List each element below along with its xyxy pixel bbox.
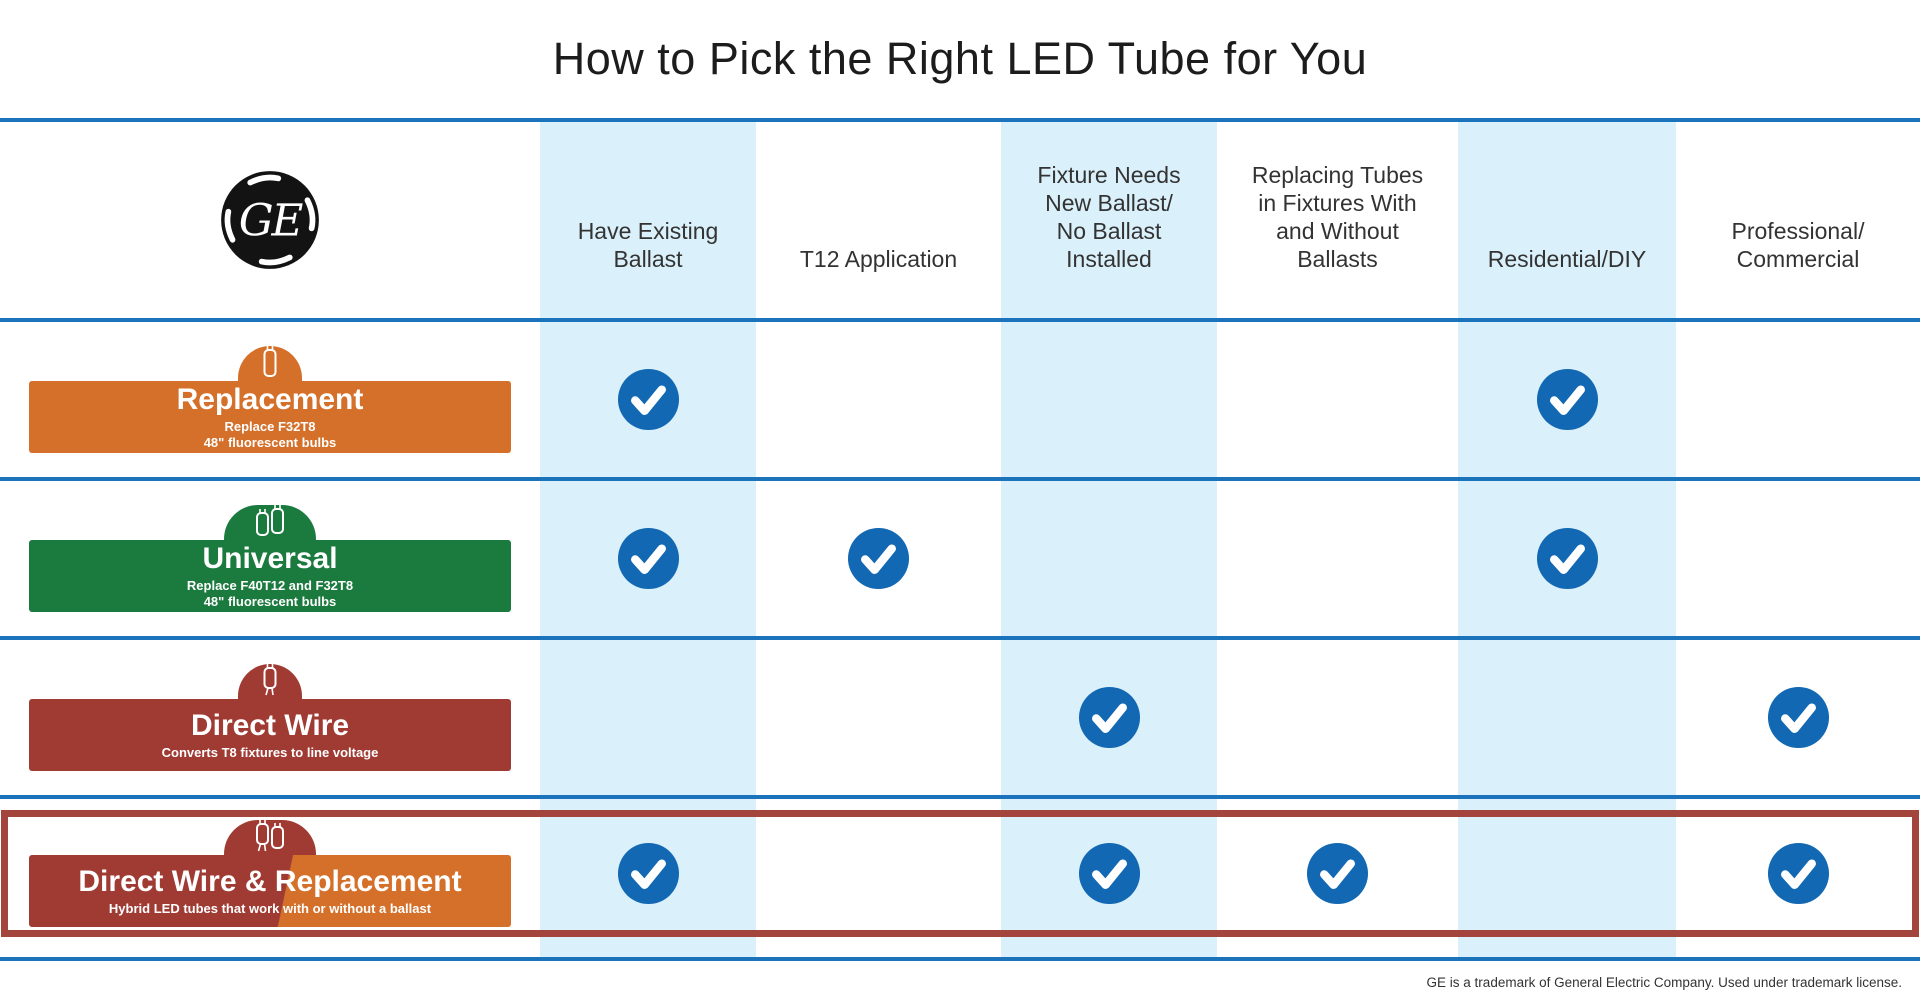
matrix-cell-replacement-t12-application	[756, 322, 1001, 477]
check-icon	[617, 368, 679, 431]
matrix-cell-direct-wire-have-existing-ballast	[540, 640, 756, 795]
divider-header	[0, 318, 1920, 322]
matrix-cell-direct-wire-replacing-tubes-in-fixtures-with-and-without-ballasts	[1217, 640, 1458, 795]
ge-logo-icon: GE	[221, 171, 319, 269]
banner-body-direct-wire: Direct Wire Converts T8 fixtures to line …	[29, 699, 511, 771]
matrix-cell-universal-t12-application	[756, 481, 1001, 636]
product-subtitle: Converts T8 fixtures to line voltage	[161, 744, 379, 760]
page-title: How to Pick the Right LED Tube for You	[552, 33, 1368, 84]
matrix-cell-direct-wire-professional-commercial	[1676, 640, 1920, 795]
banner-body-universal: Universal Replace F40T12 and F32T8 48" fl…	[29, 540, 511, 612]
product-banner-replacement: Replacement Replace F32T8 48" fluorescent…	[29, 346, 511, 453]
table-row-direct-wire-replacement: Direct Wire & Replacement Hybrid LED tube…	[0, 799, 1920, 957]
banner-dome-universal	[224, 505, 316, 540]
check-icon	[1306, 842, 1369, 905]
product-name: Direct Wire	[190, 708, 350, 742]
matrix-cell-direct-wire-fixture-needs-new-ballast-no-ballast-installed	[1001, 640, 1217, 795]
product-subtitle: Replace F40T12 and F32T8 48" fluorescent…	[186, 577, 354, 609]
title-block: How to Pick the Right LED Tube for You	[0, 0, 1920, 118]
divider-row-1	[0, 477, 1920, 481]
banner-body-direct-wire-replacement: Direct Wire & Replacement Hybrid LED tube…	[29, 855, 511, 927]
matrix-cell-direct-wire-replacement-have-existing-ballast	[540, 799, 756, 957]
product-banner-universal: Universal Replace F40T12 and F32T8 48" fl…	[29, 505, 511, 612]
matrix-cell-direct-wire-replacement-professional-commercial	[1676, 799, 1920, 957]
divider-row-4	[0, 957, 1920, 961]
column-header-residential-diy: Residential/DIY	[1458, 122, 1676, 318]
matrix-rows: Replacement Replace F32T8 48" fluorescent…	[0, 322, 1920, 961]
check-icon	[847, 527, 910, 590]
matrix-cell-universal-replacing-tubes-in-fixtures-with-and-without-ballasts	[1217, 481, 1458, 636]
product-name: Universal	[202, 541, 338, 575]
divider-top	[0, 118, 1920, 122]
matrix-cell-universal-residential-diy	[1458, 481, 1676, 636]
tube-double-icon	[256, 505, 284, 536]
banner-dome-direct-wire-replacement	[224, 820, 316, 855]
header-columns: Have Existing Ballast T12 Application Fixt…	[540, 122, 1920, 318]
footer: GE is a trademark of General Electric Co…	[0, 961, 1920, 1004]
check-icon	[1078, 686, 1140, 749]
column-header-professional-commercial: Professional/ Commercial	[1731, 218, 1865, 272]
banner-dome-replacement	[238, 346, 302, 381]
product-name: Direct Wire & Replacement	[78, 864, 462, 898]
trademark-disclaimer: GE is a trademark of General Electric Co…	[1426, 975, 1902, 990]
check-icon	[617, 842, 679, 905]
column-header-t12-application: T12 Application	[799, 246, 958, 272]
matrix-cell-replacement-fixture-needs-new-ballast-no-ballast-installed	[1001, 322, 1217, 477]
product-banner-direct-wire: Direct Wire Converts T8 fixtures to line …	[29, 664, 511, 771]
divider-row-3	[0, 795, 1920, 799]
matrix-cell-replacement-replacing-tubes-in-fixtures-with-and-without-ballasts	[1217, 322, 1458, 477]
matrix-cell-replacement-professional-commercial	[1676, 322, 1920, 477]
row-label-cell-direct-wire: Direct Wire Converts T8 fixtures to line …	[0, 640, 540, 795]
product-banner-direct-wire-replacement: Direct Wire & Replacement Hybrid LED tube…	[29, 820, 511, 927]
row-label-cell-direct-wire-replacement: Direct Wire & Replacement Hybrid LED tube…	[0, 799, 540, 957]
matrix-cell-replacement-have-existing-ballast	[540, 322, 756, 477]
table-row-direct-wire: Direct Wire Converts T8 fixtures to line …	[0, 640, 1920, 795]
banner-body-replacement: Replacement Replace F32T8 48" fluorescent…	[29, 381, 511, 453]
matrix-cell-direct-wire-replacement-t12-application	[756, 799, 1001, 957]
logo-cell: GE	[0, 122, 540, 318]
tube-wire-icon	[263, 664, 277, 696]
row-label-cell-universal: Universal Replace F40T12 and F32T8 48" fl…	[0, 481, 540, 636]
column-header-have-existing-ballast: Have Existing Ballast	[540, 122, 756, 318]
matrix-cell-direct-wire-replacement-fixture-needs-new-ballast-no-ballast-installed	[1001, 799, 1217, 957]
matrix-cell-direct-wire-replacement-replacing-tubes-in-fixtures-with-and-without-ballasts	[1217, 799, 1458, 957]
check-icon	[1078, 842, 1140, 905]
product-name: Replacement	[176, 382, 364, 416]
banner-dome-direct-wire	[238, 664, 302, 699]
column-header-replacing-tubes-in-fixtures-with-and-without-ballasts: Replacing Tubes in Fixtures With and Wit…	[1251, 162, 1424, 272]
table-header: GE Have Existing Ballast T12 Application F…	[0, 122, 1920, 318]
ge-monogram-letters: GE	[239, 196, 304, 247]
product-subtitle: Replace F32T8 48" fluorescent bulbs	[203, 418, 337, 450]
matrix-cell-direct-wire-t12-application	[756, 640, 1001, 795]
column-header-fixture-needs-new-ballast-no-ballast-installed: Fixture Needs New Ballast/ No Ballast In…	[1001, 122, 1217, 318]
matrix-cell-replacement-residential-diy	[1458, 322, 1676, 477]
check-icon	[1536, 527, 1598, 590]
matrix-cell-direct-wire-residential-diy	[1458, 640, 1676, 795]
tube-wire-double-icon	[256, 820, 284, 852]
matrix-cell-direct-wire-replacement-residential-diy	[1458, 799, 1676, 957]
matrix-cell-universal-professional-commercial	[1676, 481, 1920, 636]
table-row-replacement: Replacement Replace F32T8 48" fluorescent…	[0, 322, 1920, 477]
row-label-cell-replacement: Replacement Replace F32T8 48" fluorescent…	[0, 322, 540, 477]
check-icon	[617, 527, 679, 590]
table-row-universal: Universal Replace F40T12 and F32T8 48" fl…	[0, 481, 1920, 636]
check-icon	[1536, 368, 1598, 431]
divider-row-2	[0, 636, 1920, 640]
check-icon	[1767, 842, 1829, 905]
matrix-cell-universal-have-existing-ballast	[540, 481, 756, 636]
check-icon	[1767, 686, 1829, 749]
tube-icon	[263, 346, 277, 377]
matrix-cell-universal-fixture-needs-new-ballast-no-ballast-installed	[1001, 481, 1217, 636]
product-subtitle: Hybrid LED tubes that work with or witho…	[108, 900, 432, 916]
